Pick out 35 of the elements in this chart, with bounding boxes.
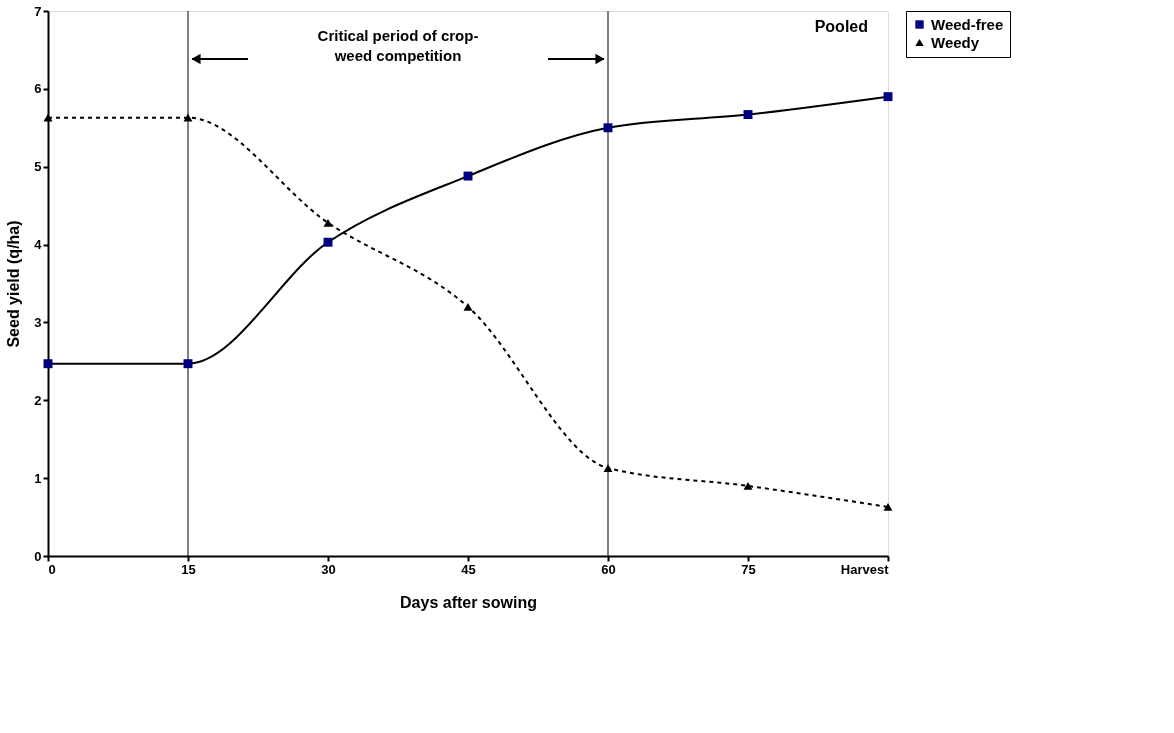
x-tick-label: 60 <box>601 561 616 577</box>
x-tick-label: 30 <box>321 561 336 577</box>
point <box>463 302 473 311</box>
x-tick-label: 75 <box>741 561 756 577</box>
point <box>743 482 753 490</box>
y-tick-label: 1 <box>34 470 42 486</box>
y-tick-label: 6 <box>34 81 42 97</box>
point <box>463 171 473 181</box>
y-tick-label: 3 <box>34 314 42 330</box>
y-tick-label: 0 <box>34 548 42 564</box>
legend-label: Weed-free <box>931 15 1004 33</box>
y-tick-label: 5 <box>34 159 42 175</box>
x-axis-title: Days after sowing <box>400 593 537 611</box>
x-tick-label: Harvest <box>840 561 890 577</box>
legend-label: Weedy <box>931 33 980 51</box>
point <box>43 359 53 369</box>
annotation: Pooled <box>814 18 868 35</box>
y-axis-title: Seed yield (q/ha) <box>5 220 23 348</box>
point <box>183 113 193 122</box>
point <box>603 464 613 472</box>
y-tick-label: 2 <box>34 392 42 408</box>
point <box>323 218 333 227</box>
y-tick-label: 7 <box>34 3 42 19</box>
point <box>43 113 53 122</box>
point <box>183 359 193 369</box>
x-tick-label: 0 <box>48 561 56 577</box>
point <box>323 237 333 247</box>
annotation: Critical period of crop- weed competition <box>317 27 479 64</box>
point <box>603 123 613 133</box>
x-tick-label: 45 <box>461 561 476 577</box>
x-tick-label: 15 <box>181 561 196 577</box>
point <box>883 503 893 511</box>
point <box>743 110 753 120</box>
point <box>883 92 893 102</box>
y-tick-label: 4 <box>34 237 43 253</box>
